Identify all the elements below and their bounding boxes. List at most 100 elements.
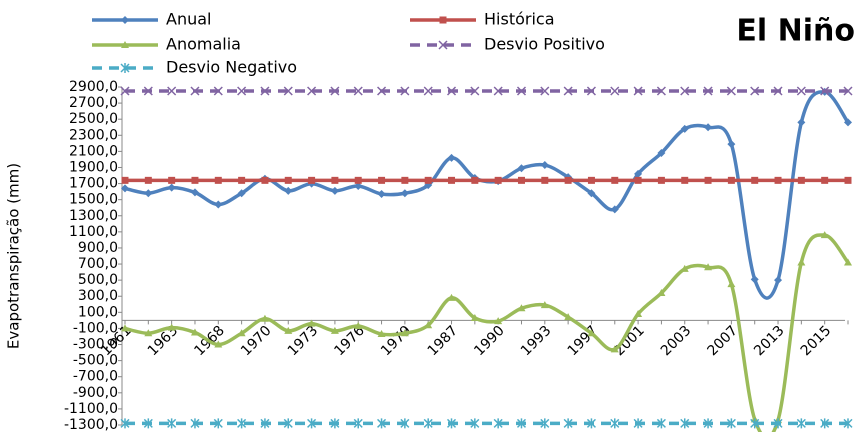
y-tick-label: 2500,0 — [69, 111, 118, 127]
point — [843, 418, 853, 429]
point — [611, 176, 619, 184]
point — [167, 418, 177, 429]
point — [284, 326, 293, 334]
point — [493, 86, 503, 96]
point — [284, 186, 293, 195]
point — [144, 329, 153, 337]
point — [377, 330, 386, 338]
point — [587, 329, 596, 337]
point — [727, 280, 736, 288]
point — [680, 264, 689, 272]
point — [307, 319, 316, 327]
point — [634, 176, 642, 184]
y-tick-label: -1300,0 — [64, 417, 118, 432]
legend-label: Desvio Positivo — [484, 35, 605, 54]
legend-marker — [121, 41, 129, 48]
point — [634, 169, 643, 178]
x-tick-label: 1990 — [471, 323, 508, 360]
y-tick-label: -900,0 — [73, 385, 118, 401]
point — [610, 205, 619, 214]
point — [237, 329, 246, 337]
point — [353, 86, 363, 96]
point — [354, 322, 363, 330]
point — [424, 321, 433, 329]
point — [610, 86, 620, 96]
x-tick-label: 1973 — [285, 323, 322, 360]
point — [680, 86, 690, 96]
point — [330, 326, 339, 334]
point — [797, 258, 806, 266]
point — [843, 86, 853, 96]
point — [446, 86, 457, 96]
point — [237, 86, 247, 96]
y-tick-label: 2900,0 — [69, 79, 118, 95]
point — [751, 176, 759, 184]
point — [214, 340, 223, 348]
point — [680, 418, 690, 429]
y-tick-label: -100,0 — [73, 320, 118, 336]
point — [656, 418, 666, 429]
point — [330, 418, 340, 429]
point — [541, 176, 549, 184]
point — [423, 86, 433, 96]
point — [213, 418, 223, 429]
point — [727, 176, 735, 184]
point — [517, 304, 526, 312]
point — [377, 418, 387, 429]
y-tick-label: -1100,0 — [64, 401, 118, 417]
point — [214, 176, 222, 184]
y-tick-label: -500,0 — [73, 353, 118, 369]
point — [657, 148, 666, 157]
point — [238, 176, 246, 184]
point — [634, 309, 643, 317]
point — [260, 418, 270, 429]
legend-marker — [120, 63, 130, 73]
point — [168, 176, 176, 184]
point — [494, 176, 502, 184]
point — [750, 86, 760, 96]
point — [167, 323, 176, 331]
point — [446, 418, 457, 429]
point — [377, 86, 387, 96]
point — [167, 183, 176, 192]
y-tick-label: 2100,0 — [69, 143, 118, 159]
x-tick-label: 1993 — [518, 323, 555, 360]
point — [844, 176, 852, 184]
point — [820, 86, 830, 96]
y-tick-label: 700,0 — [78, 256, 118, 272]
legend-label: Anomalia — [166, 35, 241, 54]
y-axis-label: Evapotranspiração (mm) — [5, 163, 23, 349]
point — [214, 200, 223, 209]
point — [470, 86, 480, 96]
point — [400, 418, 410, 429]
y-tick-label: 900,0 — [78, 240, 118, 256]
point — [540, 418, 550, 429]
point — [307, 418, 317, 429]
point — [144, 189, 153, 198]
legend-marker — [121, 16, 129, 24]
point — [727, 140, 736, 149]
point — [564, 176, 572, 184]
point — [680, 124, 689, 133]
point — [190, 86, 200, 96]
legend-label: Desvio Negativo — [166, 58, 297, 77]
x-tick-label: 2007 — [705, 323, 742, 360]
point — [261, 176, 269, 184]
point — [121, 324, 129, 332]
point — [773, 418, 783, 429]
point — [540, 301, 549, 309]
point — [143, 418, 153, 429]
point — [470, 418, 480, 429]
y-tick-label: 100,0 — [78, 304, 118, 320]
point — [750, 275, 759, 284]
point — [470, 313, 479, 321]
point — [400, 86, 410, 96]
point — [821, 176, 829, 184]
point — [283, 86, 293, 96]
point — [586, 86, 596, 96]
point — [494, 317, 503, 325]
point — [121, 184, 129, 193]
point — [167, 86, 177, 96]
point — [703, 418, 713, 429]
point — [704, 123, 713, 132]
